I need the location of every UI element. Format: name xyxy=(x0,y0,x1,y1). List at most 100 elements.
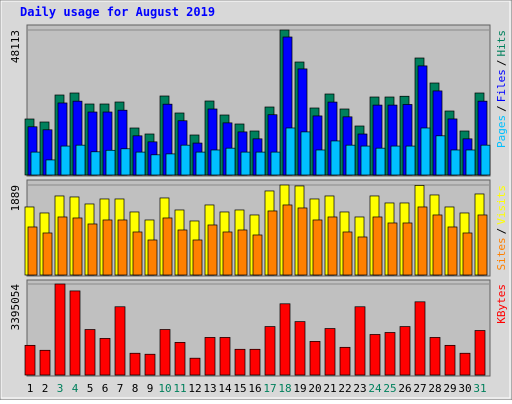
bar xyxy=(474,330,486,376)
bar xyxy=(162,217,173,276)
bar xyxy=(285,127,296,176)
x-tick-label: 24 xyxy=(368,382,382,395)
bar xyxy=(24,344,36,376)
bar xyxy=(459,352,471,376)
bar xyxy=(102,219,113,276)
bar xyxy=(420,127,431,176)
legend-entry: KBytes xyxy=(495,284,508,324)
bar xyxy=(144,353,156,376)
bar xyxy=(129,352,141,376)
bar xyxy=(330,140,341,176)
bar xyxy=(222,231,233,276)
x-tick-label: 22 xyxy=(338,382,351,395)
bar xyxy=(120,148,131,176)
bar xyxy=(360,145,371,176)
bar xyxy=(90,151,101,176)
x-tick-label: 8 xyxy=(132,382,139,395)
x-tick-label: 28 xyxy=(428,382,441,395)
chart-title: Daily usage for August 2019 xyxy=(20,5,215,19)
x-tick-label: 17 xyxy=(263,382,276,395)
bar xyxy=(465,149,476,176)
legend-separator: / xyxy=(495,228,508,235)
x-tick-label: 14 xyxy=(218,382,232,395)
bar xyxy=(327,216,338,276)
bar xyxy=(54,283,66,376)
bar xyxy=(207,224,218,276)
bar xyxy=(240,151,251,176)
x-tick-label: 20 xyxy=(308,382,321,395)
bar xyxy=(345,144,356,176)
legend-entry: Pages xyxy=(495,115,508,148)
bar xyxy=(177,229,188,276)
bar xyxy=(99,338,111,376)
bar xyxy=(387,222,398,276)
legend: KBytes xyxy=(495,284,508,324)
legend: Sites / Visits xyxy=(495,185,508,271)
x-tick-label: 7 xyxy=(117,382,124,395)
bar xyxy=(309,341,321,376)
bar xyxy=(30,151,41,176)
x-tick-label: 30 xyxy=(458,382,471,395)
x-tick-label: 21 xyxy=(323,382,336,395)
bar xyxy=(384,332,396,376)
bar xyxy=(354,306,366,376)
x-tick-label: 18 xyxy=(278,382,291,395)
x-tick-label: 26 xyxy=(398,382,411,395)
x-tick-label: 10 xyxy=(158,382,171,395)
bar xyxy=(447,226,458,276)
bar xyxy=(279,303,291,376)
bar xyxy=(165,153,176,176)
bar xyxy=(84,329,96,376)
bar xyxy=(249,348,261,376)
bar xyxy=(180,144,191,176)
bar xyxy=(192,239,203,276)
x-tick-label: 12 xyxy=(188,382,201,395)
bar xyxy=(369,334,381,376)
x-tick-label: 9 xyxy=(147,382,154,395)
bar xyxy=(312,219,323,276)
bar xyxy=(402,222,413,276)
bar xyxy=(105,149,116,176)
legend-separator: / xyxy=(495,105,508,112)
bar xyxy=(45,159,56,176)
bar xyxy=(435,135,446,176)
x-tick-label: 4 xyxy=(72,382,79,395)
bar xyxy=(390,145,401,176)
bar xyxy=(114,306,126,376)
x-tick-label: 27 xyxy=(413,382,426,395)
bar xyxy=(375,147,386,176)
y-tick-label: 3395054 xyxy=(9,284,22,331)
y-tick-label: 48113 xyxy=(9,30,22,63)
x-tick-label: 25 xyxy=(383,382,396,395)
bar xyxy=(117,219,128,276)
bar xyxy=(450,149,461,176)
bar xyxy=(255,151,266,176)
x-tick-label: 11 xyxy=(173,382,186,395)
bar xyxy=(432,214,443,276)
x-tick-label: 15 xyxy=(233,382,246,395)
bar xyxy=(294,321,306,376)
bar xyxy=(414,301,426,376)
x-tick-label: 19 xyxy=(293,382,306,395)
bar xyxy=(189,357,201,376)
bar xyxy=(135,151,146,176)
bar xyxy=(57,216,68,276)
x-tick-label: 6 xyxy=(102,382,109,395)
x-tick-label: 1 xyxy=(27,382,34,395)
bar xyxy=(462,232,473,276)
legend: Pages / Files / Hits xyxy=(495,30,508,148)
bar xyxy=(252,234,263,276)
x-tick-label: 29 xyxy=(443,382,456,395)
bar xyxy=(150,154,161,176)
x-tick-label: 23 xyxy=(353,382,366,395)
x-tick-label: 31 xyxy=(473,382,486,395)
y-tick-label: 1889 xyxy=(9,185,22,212)
bar xyxy=(174,342,186,376)
bar xyxy=(60,145,71,176)
bar xyxy=(399,326,411,376)
bar xyxy=(237,229,248,276)
bar xyxy=(480,144,491,176)
